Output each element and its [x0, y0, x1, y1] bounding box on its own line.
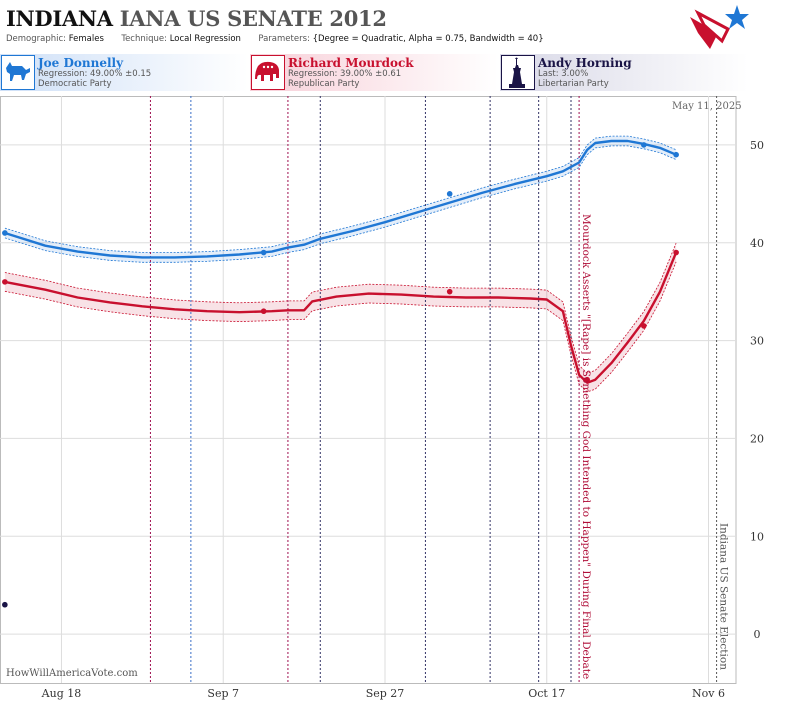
technique-value: Local Regression: [169, 34, 241, 44]
candidate-party: Democratic Party: [38, 79, 112, 89]
y-tick-label: 10: [750, 530, 764, 543]
poll-point: [446, 191, 453, 197]
poll-point: [673, 151, 679, 158]
demographic-value: Females: [68, 34, 104, 44]
x-tick-label: Nov 6: [692, 687, 725, 700]
annotation-debate: Mourdock Asserts "[Rape] is Something Go…: [580, 214, 592, 679]
header: INDIANA IANA US SENATE 2012 Demographic:…: [0, 0, 789, 52]
candidate-card-lib[interactable]: Andy Horning Last: 3.00% Libertarian Par…: [500, 54, 748, 91]
x-tick-label: Sep 27: [366, 687, 405, 700]
poll-point: [260, 308, 267, 315]
candidate-name: Joe Donnelly: [38, 56, 124, 70]
candidate-party: Libertarian Party: [538, 79, 609, 89]
title-state: INDIANA: [6, 6, 113, 31]
candidate-regression: Last: 3.00%: [538, 69, 589, 79]
candidate-name: Andy Horning: [538, 56, 632, 70]
candidate-card-dem[interactable]: Joe Donnelly Regression: 49.00% ±0.15 De…: [0, 54, 248, 91]
x-axis-ticks: Aug 18 Sep 7 Sep 27 Oct 17 Nov 6: [41, 687, 725, 700]
parameters-line: Demographic: Females Technique: Local Re…: [6, 34, 544, 44]
datestamp: May 11, 2025: [672, 101, 742, 112]
confidence-band: [4, 136, 677, 263]
band-upper: [4, 242, 677, 374]
poll-points: [2, 142, 679, 608]
y-tick-label: 50: [750, 139, 764, 152]
x-tick-label: Oct 17: [528, 687, 565, 700]
page-title: INDIANA IANA US SENATE 2012: [6, 6, 387, 31]
annotation-election: Indiana US Senate Election: [718, 523, 730, 670]
regression-line: [4, 252, 678, 384]
elephant-icon: [251, 55, 285, 90]
regression-line: [4, 139, 677, 259]
parameters-value: {Degree = Quadratic, Alpha = 0.75, Bandw…: [312, 34, 544, 44]
poll-point: [2, 279, 8, 285]
regression-curves: [4, 139, 678, 384]
plot-frame: [0, 96, 737, 684]
poll-point: [446, 288, 453, 295]
poll-chart: 0 10 20 30 40 50 Aug 18 Sep 7 Sep 27 Oct 17 Nov 6…: [0, 96, 764, 700]
poll-point: [640, 142, 647, 148]
poll-point: [2, 601, 8, 608]
donkey-icon: [1, 55, 35, 90]
chart-grid: [0, 96, 737, 684]
poll-point: [640, 323, 647, 329]
band-lower: [4, 261, 677, 393]
annotations: Mourdock Asserts "[Rape] is Something Go…: [580, 214, 729, 679]
watermark[interactable]: HowWillAmericaVote.com: [6, 668, 138, 679]
technique-key: Technique:: [121, 34, 167, 44]
x-tick-label: Sep 7: [207, 687, 239, 700]
poll-point: [260, 249, 267, 256]
site-logo-icon[interactable]: [688, 3, 750, 51]
candidate-party: Republican Party: [288, 79, 360, 89]
y-tick-label: 0: [754, 628, 761, 641]
candidate-regression: Regression: 49.00% ±0.15: [38, 69, 152, 79]
x-tick-label: Aug 18: [41, 687, 82, 700]
demographic-key: Demographic:: [6, 34, 67, 44]
confidence-bands: [4, 135, 677, 393]
candidate-name: Richard Mourdock: [288, 56, 414, 70]
band-lower: [4, 145, 677, 263]
title-race: IANA US SENATE 2012: [119, 6, 387, 31]
y-tick-label: 20: [750, 432, 764, 445]
poll-point: [673, 249, 679, 256]
y-tick-label: 40: [750, 237, 764, 250]
poll-point: [2, 230, 8, 236]
y-axis-ticks: 0 10 20 30 40 50: [750, 139, 764, 641]
poll-point: [584, 376, 590, 383]
candidate-regression: Regression: 39.00% ±0.61: [288, 69, 402, 79]
candidate-legend: Joe Donnelly Regression: 49.00% ±0.15 De…: [0, 54, 789, 92]
y-tick-label: 30: [750, 335, 764, 348]
parameters-key: Parameters:: [258, 34, 310, 44]
band-upper: [4, 135, 677, 253]
liberty-statue-icon: [501, 55, 535, 90]
event-lines: [149, 96, 718, 683]
candidate-card-rep[interactable]: Richard Mourdock Regression: 39.00% ±0.6…: [250, 54, 498, 91]
